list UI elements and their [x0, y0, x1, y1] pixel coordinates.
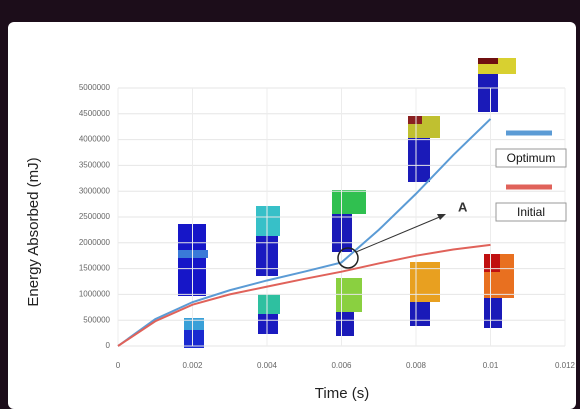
x-tick-label: 0.012 — [555, 361, 576, 370]
y-tick-label: 3500000 — [79, 161, 111, 170]
y-tick-label: 5000000 — [79, 83, 111, 92]
annotation: A — [458, 199, 468, 214]
legend-label: Optimum — [507, 151, 556, 165]
series-line — [117, 118, 492, 347]
y-tick-label: 3000000 — [79, 186, 111, 195]
tube-renderings — [178, 58, 516, 348]
highlight-circle — [337, 247, 359, 269]
legend-label: Initial — [517, 205, 545, 219]
legend-box — [495, 202, 567, 222]
x-tick-label: 0 — [116, 361, 121, 370]
y-tick-label: 1000000 — [79, 290, 111, 299]
x-tick-label: 0.002 — [182, 361, 203, 370]
y-axis-title: Energy Absorbed (mJ) — [25, 157, 42, 306]
grid: 0 500000 1000000 1500000 2000000 2500000 30000… — [79, 83, 576, 370]
series-line — [117, 243, 491, 347]
y-tick-label: 2500000 — [79, 212, 111, 221]
x-axis-title: Time (s) — [315, 385, 369, 402]
y-tick-label: 0 — [106, 341, 111, 350]
annotation-arrow — [355, 215, 443, 253]
y-tick-label: 4500000 — [79, 109, 111, 118]
y-tick-label: 500000 — [83, 315, 110, 324]
legend: Optimum Initial — [495, 130, 567, 222]
arrowhead — [437, 214, 446, 220]
x-tick-label: 0.006 — [331, 361, 352, 370]
legend-box — [495, 148, 567, 168]
y-tick-label: 4000000 — [79, 135, 111, 144]
x-tick-label: 0.008 — [406, 361, 427, 370]
x-tick-label: 0.01 — [483, 361, 499, 370]
lines — [117, 118, 492, 347]
y-tick-label: 2000000 — [79, 238, 111, 247]
x-tick-label: 0.004 — [257, 361, 278, 370]
y-tick-label: 1500000 — [79, 264, 111, 273]
